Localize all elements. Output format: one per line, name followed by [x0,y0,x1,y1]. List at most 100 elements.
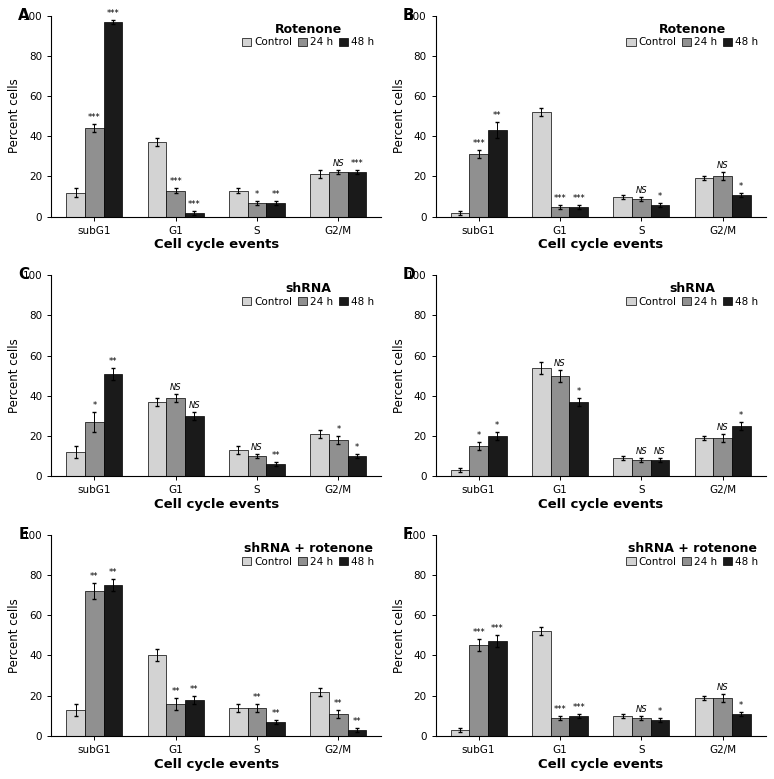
Bar [488,130,507,217]
Bar [67,452,85,476]
Bar [570,402,588,476]
X-axis label: Cell cycle events: Cell cycle events [154,238,279,252]
Bar [229,450,248,476]
Text: NS: NS [717,682,728,692]
Bar [532,112,550,217]
Bar [550,375,570,476]
Bar [266,203,285,217]
Y-axis label: Percent cells: Percent cells [392,79,406,153]
Text: *: * [739,182,744,191]
Bar [694,438,714,476]
Text: *: * [255,189,259,199]
Text: **: ** [272,189,280,199]
Text: **: ** [253,693,262,702]
Bar [166,398,185,476]
Text: NS: NS [333,160,344,168]
Bar [570,716,588,736]
Bar [185,416,204,476]
Bar [450,471,469,476]
Text: NS: NS [635,185,647,195]
Y-axis label: Percent cells: Percent cells [9,338,22,413]
Bar [185,700,204,736]
Bar [85,129,104,217]
Y-axis label: Percent cells: Percent cells [392,598,406,673]
Bar [613,196,632,217]
Bar [148,143,166,217]
Bar [310,434,329,476]
Bar [348,456,366,476]
Bar [104,22,122,217]
Text: ***: *** [553,705,567,714]
Bar [450,213,469,217]
Bar [532,368,550,476]
Text: **: ** [109,357,118,365]
Text: C: C [19,267,29,282]
Text: *: * [355,443,359,452]
Legend: Control, 24 h, 48 h: Control, 24 h, 48 h [624,280,761,309]
Bar [329,714,348,736]
Legend: Control, 24 h, 48 h: Control, 24 h, 48 h [624,540,761,569]
Text: ***: *** [491,624,504,633]
Legend: Control, 24 h, 48 h: Control, 24 h, 48 h [624,21,761,50]
Text: B: B [402,8,414,23]
Text: *: * [658,192,662,200]
Bar [329,172,348,217]
Bar [229,191,248,217]
Text: ***: *** [88,113,101,122]
Bar [310,692,329,736]
Bar [632,199,651,217]
Text: *: * [739,701,744,710]
Text: D: D [402,267,415,282]
Bar [694,178,714,217]
Bar [732,195,751,217]
Bar [570,206,588,217]
Bar [85,422,104,476]
Legend: Control, 24 h, 48 h: Control, 24 h, 48 h [240,21,376,50]
Y-axis label: Percent cells: Percent cells [9,79,22,153]
Text: ***: *** [572,703,585,712]
Bar [632,460,651,476]
Bar [348,730,366,736]
Text: *: * [739,411,744,420]
X-axis label: Cell cycle events: Cell cycle events [538,758,663,770]
Text: ***: *** [188,199,200,209]
Bar [694,698,714,736]
Bar [714,176,732,217]
Text: *: * [336,425,341,434]
Text: E: E [19,527,29,541]
Text: **: ** [334,699,343,707]
Text: NS: NS [252,443,263,452]
Text: F: F [402,527,413,541]
Text: ***: *** [472,629,485,637]
Text: NS: NS [717,161,728,171]
Bar [104,374,122,476]
Bar [266,464,285,476]
Bar [67,192,85,217]
Text: NS: NS [189,401,200,410]
Bar [732,426,751,476]
X-axis label: Cell cycle events: Cell cycle events [154,758,279,770]
Text: **: ** [272,709,280,717]
Text: NS: NS [635,705,647,714]
Bar [732,714,751,736]
Bar [469,446,488,476]
Text: ***: *** [553,193,567,203]
Bar [469,154,488,217]
Text: *: * [495,421,499,430]
Bar [248,203,266,217]
Text: **: ** [353,717,361,726]
Legend: Control, 24 h, 48 h: Control, 24 h, 48 h [240,540,376,569]
Text: ***: *** [107,9,119,18]
Text: ***: *** [351,160,364,168]
Text: NS: NS [170,382,182,392]
Bar [651,460,670,476]
Bar [613,716,632,736]
Text: *: * [92,401,97,410]
Bar [166,703,185,736]
Text: NS: NS [635,447,647,456]
Text: **: ** [272,451,280,460]
Text: A: A [19,8,30,23]
Text: **: ** [109,568,118,577]
Bar [714,698,732,736]
Bar [85,591,104,736]
